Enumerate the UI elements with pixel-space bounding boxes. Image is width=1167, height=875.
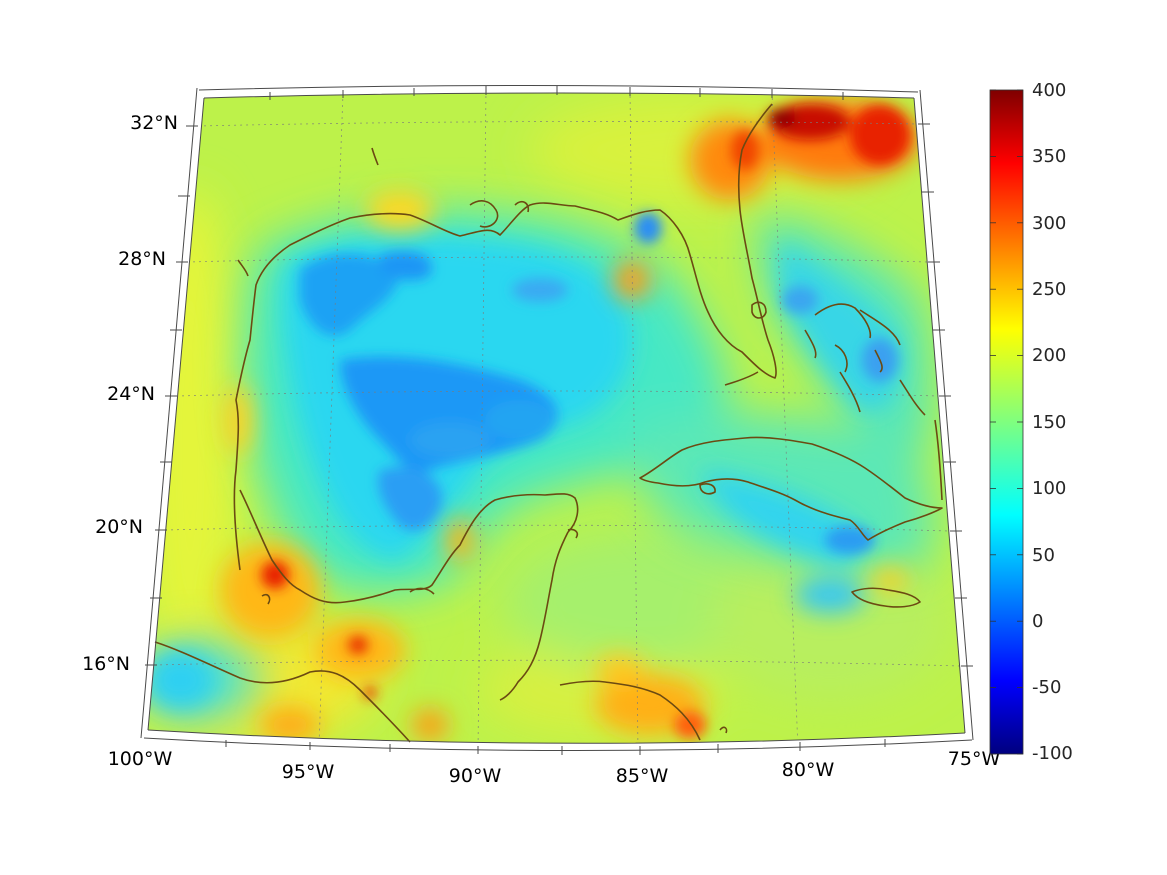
colorbar-label-50: 50 [1032, 545, 1055, 566]
jamaica [851, 587, 921, 608]
lon-label-95w: 95°W [282, 761, 335, 783]
colorbar-ticks [990, 89, 1023, 755]
colorbar-label-250: 250 [1032, 279, 1066, 300]
cuba [639, 436, 943, 541]
colorbar: 400 350 300 250 200 150 100 50 0 -50 -10… [989, 80, 1073, 764]
colorbar-label-400: 400 [1032, 80, 1066, 101]
lat-label-24n: 24°N [107, 383, 155, 405]
colorbar-label-0: 0 [1032, 611, 1043, 632]
longitude-labels: 100°W 95°W 90°W 85°W 80°W 75°W [108, 748, 1001, 787]
colorbar-label-350: 350 [1032, 146, 1066, 167]
hispaniola-edge [934, 419, 943, 501]
lon-label-85w: 85°W [616, 765, 669, 787]
lon-label-80w: 80°W [782, 759, 835, 781]
lon-label-90w: 90°W [449, 765, 502, 787]
pacific-coast [154, 641, 411, 743]
lat-label-16n: 16°N [82, 653, 130, 675]
lon-label-100w: 100°W [108, 748, 173, 770]
latitude-labels: 32°N 28°N 24°N 20°N 16°N [82, 112, 178, 675]
colorbar-label-300: 300 [1032, 213, 1066, 234]
central-america-coast [559, 680, 701, 741]
colorbar-label-100: 100 [1032, 478, 1066, 499]
data-field [148, 93, 965, 744]
laguna-terminos [409, 587, 435, 595]
map-frame [140, 84, 974, 755]
bahamas [804, 303, 926, 416]
coastlines [154, 103, 943, 743]
yucatan-coast [499, 531, 569, 701]
graticule [153, 93, 962, 744]
isle-of-youth [699, 483, 716, 495]
lat-label-32n: 32°N [130, 112, 178, 134]
colorbar-label-150: 150 [1032, 412, 1066, 433]
colorbar-label-200: 200 [1032, 345, 1066, 366]
nicaragua-coast-islands [719, 726, 728, 734]
lon-label-75w: 75°W [948, 748, 1001, 770]
mississippi-delta [469, 200, 530, 228]
us-gulf-coast [233, 103, 777, 571]
florida-keys [724, 371, 759, 386]
colorbar-label-minus50: -50 [1032, 677, 1061, 698]
tamaulipas-lagoon [261, 593, 271, 605]
lake-okeechobee [751, 301, 767, 319]
cozumel [567, 528, 579, 539]
colorbar-label-minus100: -100 [1032, 743, 1073, 764]
lat-label-28n: 28°N [118, 248, 166, 270]
mexico-gulf-coast [239, 489, 579, 604]
texas-barrier [237, 147, 379, 277]
lat-label-20n: 20°N [95, 516, 143, 538]
